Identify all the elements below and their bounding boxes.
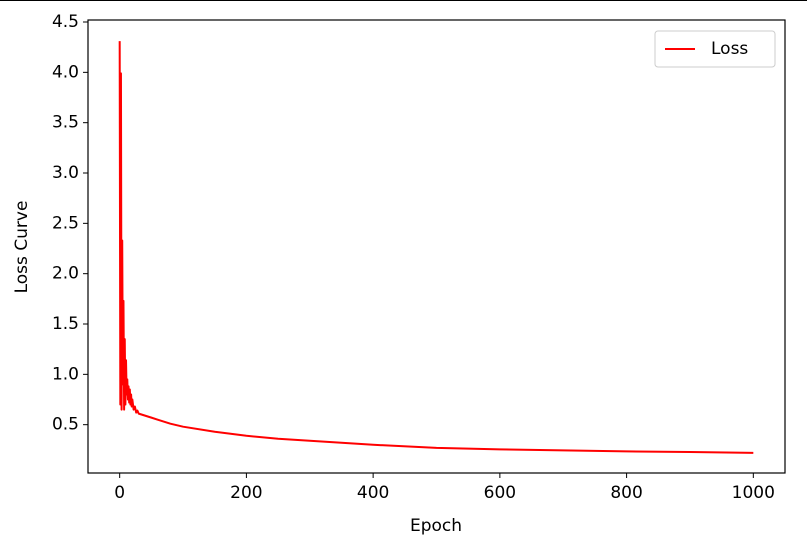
x-tick-label: 1000 [732, 483, 775, 503]
y-tick-label: 2.0 [52, 264, 79, 284]
y-tick-label: 3.5 [52, 113, 79, 133]
x-axis-label: Epoch [410, 516, 462, 536]
x-tick-label: 800 [610, 483, 642, 503]
y-tick-label: 1.5 [52, 314, 79, 334]
plot-frame [87, 19, 786, 474]
y-tick-label: 4.5 [52, 12, 79, 32]
loss-line [118, 41, 754, 454]
y-tick-label: 1.0 [52, 364, 79, 384]
legend-box [654, 30, 776, 68]
y-tick-label: 4.0 [52, 62, 79, 82]
x-tick-label: 200 [230, 483, 262, 503]
y-tick-label: 2.5 [52, 213, 79, 233]
y-axis-label: Loss Curve [12, 201, 32, 294]
x-tick-label: 0 [114, 483, 125, 503]
legend-label: Loss [711, 39, 748, 59]
y-tick-label: 3.0 [52, 163, 79, 183]
x-tick-label: 400 [357, 483, 389, 503]
x-tick-label: 600 [484, 483, 516, 503]
y-tick-label: 0.5 [52, 415, 79, 435]
